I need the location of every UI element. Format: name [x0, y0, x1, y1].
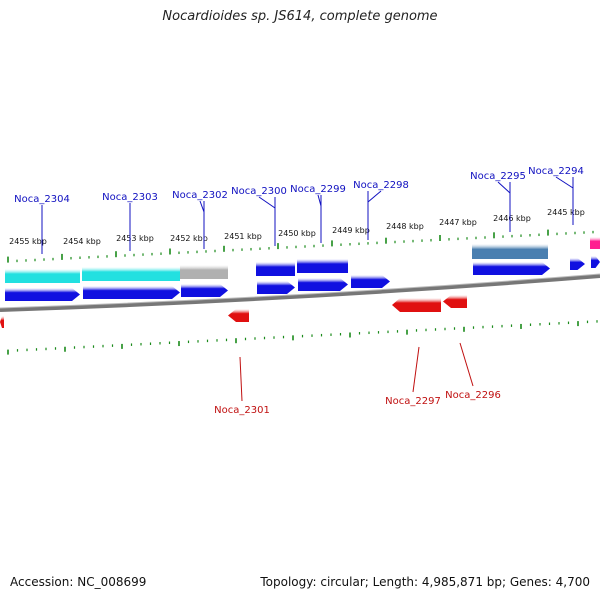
gene-label: Noca_2300: [231, 186, 287, 197]
gene-arrow-reverse: [228, 309, 249, 322]
scale-label: 2448 kbp: [386, 222, 424, 231]
scale-label: 2447 kbp: [439, 218, 477, 227]
cds-bar: [82, 267, 180, 281]
page-title: Nocardioides sp. JS614, complete genome: [162, 9, 438, 24]
scale-label: 2454 kbp: [63, 237, 101, 246]
gene-label: Noca_2296: [445, 390, 501, 401]
scale-label: 2452 kbp: [170, 234, 208, 243]
cds-bar: [297, 259, 348, 273]
genome-backbone-highlight: [0, 273, 600, 309]
gene-label-leader: [317, 194, 322, 207]
gene-arrow-reverse: [392, 298, 441, 312]
gene-arrow: [473, 262, 550, 275]
scale-label: 2446 kbp: [493, 214, 531, 223]
scale-label: 2453 kbp: [116, 234, 154, 243]
gene-label-leader: [555, 176, 574, 189]
gene-label-leader: [497, 181, 511, 194]
gene-label: Noca_2297: [385, 396, 441, 407]
gene-label-leader: [258, 196, 276, 209]
gene-arrow: [591, 256, 600, 268]
scale-label: 2445 kbp: [547, 208, 585, 217]
gene-label: Noca_2302: [172, 190, 228, 201]
gene-label: Noca_2304: [14, 194, 70, 205]
gene-arrow: [570, 258, 585, 270]
gene-arrow: [298, 278, 348, 291]
gene-label-leader: [412, 346, 420, 393]
gene-label: Noca_2298: [353, 180, 409, 191]
gene-label-leader: [239, 356, 243, 402]
scale-label: 2449 kbp: [332, 226, 370, 235]
scale-label: 2455 kbp: [9, 237, 47, 246]
gene-arrow: [83, 286, 180, 299]
gene-arrow: [5, 288, 80, 301]
cds-bar: [256, 262, 295, 276]
scale-label: 2450 kbp: [278, 229, 316, 238]
cds-bar: [472, 244, 548, 259]
gene-label-leader: [459, 342, 474, 387]
cds-bar: [180, 265, 228, 279]
gene-label-leader: [199, 200, 205, 213]
gene-label: Noca_2294: [528, 166, 584, 177]
gene-arrow-reverse: [0, 316, 4, 328]
accession-text: Accession: NC_008699: [10, 575, 147, 589]
gene-arrow: [257, 281, 295, 294]
gene-label: Noca_2299: [290, 184, 346, 195]
gene-arrow: [181, 284, 228, 297]
gene-label-leader: [367, 190, 382, 203]
scale-label: 2451 kbp: [224, 232, 262, 241]
gene-label: Noca_2303: [102, 192, 158, 203]
gene-label: Noca_2295: [470, 171, 526, 182]
cds-bar: [590, 237, 600, 249]
topology-text: Topology: circular; Length: 4,985,871 bp…: [260, 575, 590, 589]
gene-arrow-reverse: [443, 295, 467, 308]
genome-backbone: [0, 274, 600, 312]
cds-bar: [5, 269, 80, 283]
gene-arrow: [351, 275, 390, 288]
gene-label: Noca_2301: [214, 405, 270, 416]
